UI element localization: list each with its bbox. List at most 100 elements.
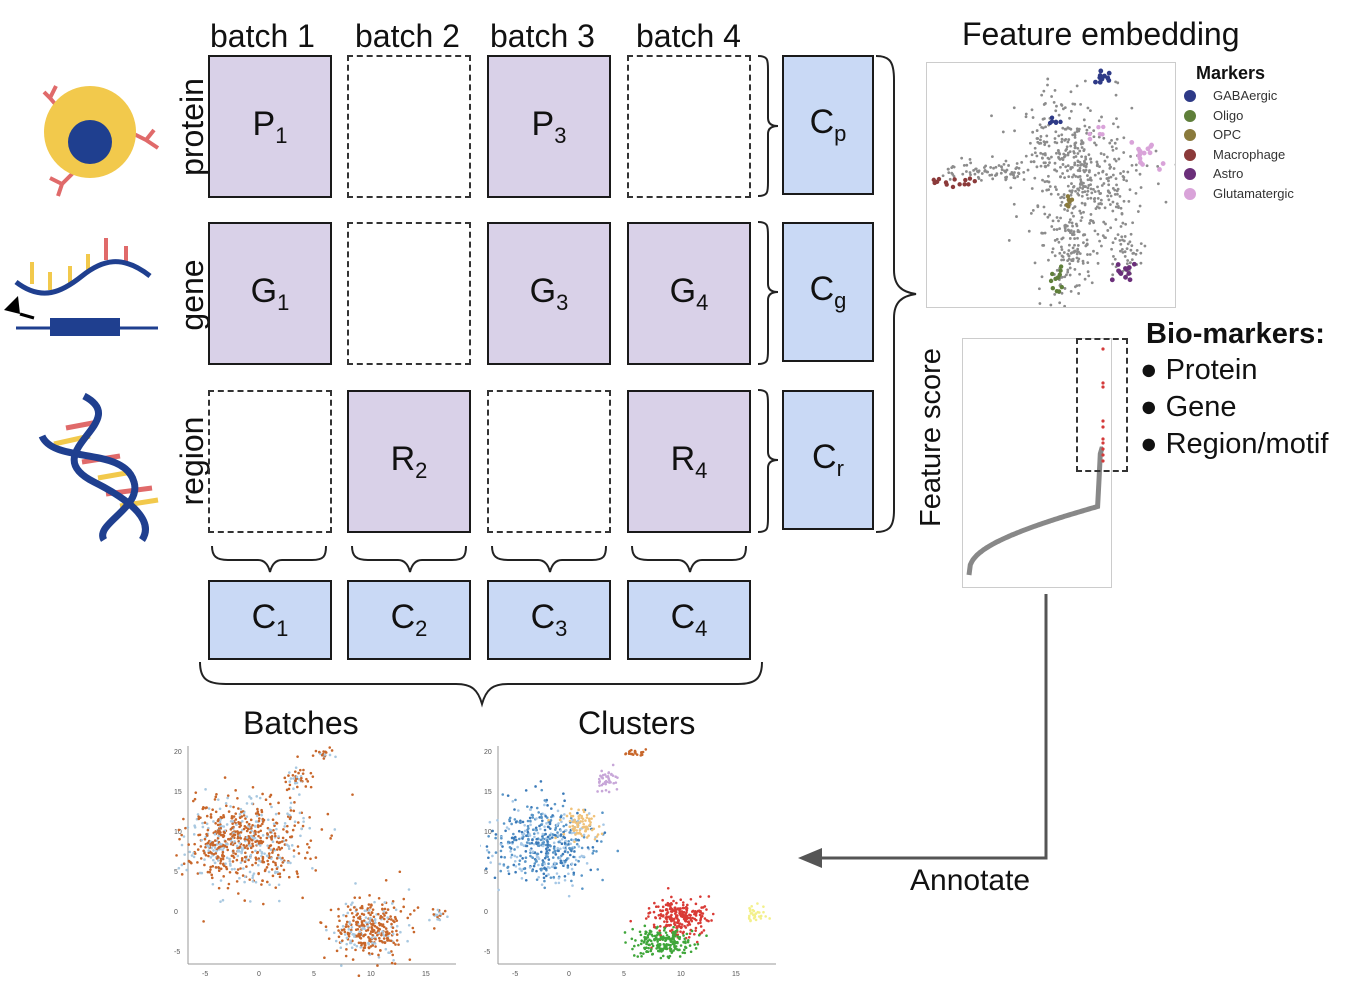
embedding-point [1038,123,1042,127]
embedding-point [992,166,995,170]
cluster-point [556,809,560,813]
batch-point [334,939,338,943]
embedding-point [1059,216,1062,220]
batch-point [287,774,290,777]
cluster-point [524,789,528,792]
cluster-point [579,820,582,823]
batch-point [393,920,396,924]
batch-point [335,949,339,953]
batch-point [266,826,270,830]
batch-point [216,836,220,840]
cluster-point [687,920,690,923]
embedding-point [1106,189,1110,193]
embedding-point [997,164,1001,167]
batch-point [209,813,213,816]
cluster-point [546,843,550,847]
embedding-point [1093,141,1096,145]
cluster-point [509,850,512,853]
embedding-point [1139,186,1143,189]
batch-point [252,872,256,875]
batch-point [344,902,348,906]
embedding-point [1046,163,1050,167]
batch-point [178,837,181,841]
embedding-point [1030,153,1034,157]
batch-point [395,933,399,936]
cluster-point [529,808,532,812]
embedding-point [1109,165,1113,169]
cluster-point [543,886,547,890]
batch-point [433,927,436,930]
embedding-point [1041,117,1045,121]
embedding-point [1054,130,1058,134]
batch-point [383,941,387,944]
batch-point [225,804,228,808]
embedding-point [1097,131,1103,137]
batch-point [300,776,303,780]
embedding-point [1048,278,1054,284]
embedding-point [1053,119,1059,125]
cluster-point [555,872,559,875]
batch-point [187,843,190,846]
embedding-point [1055,151,1058,155]
cluster-point [568,825,572,829]
embedding-point [1115,137,1119,141]
batch-point [301,772,305,775]
batch-point [282,868,286,872]
batch-point [217,869,221,872]
batch-point [366,925,370,928]
cluster-point [678,911,682,914]
batch-point [328,753,332,757]
cluster-point [699,919,702,922]
embedding-point [1066,268,1070,272]
batch-point [381,923,385,926]
embedding-point [991,177,995,181]
batch-point [349,903,353,906]
embedding-point [1069,289,1073,293]
embedding-point [1090,191,1094,195]
embedding-point [1132,251,1135,255]
batch-point [251,844,255,848]
cluster-point [672,909,675,912]
embedding-point [1098,239,1102,243]
embedding-point [1116,192,1119,196]
batch-point [276,853,280,857]
embedding-point [1058,152,1062,156]
embedding-point [1111,173,1115,177]
embedding-point [1092,249,1095,253]
embedding-point [1089,109,1092,113]
cluster-point [648,929,652,933]
batch-point [391,932,395,936]
batch-point [301,824,305,828]
cluster-point [669,929,672,933]
feature-score-plot [962,338,1112,588]
embedding-point [1109,277,1115,283]
embedding-point [980,172,984,175]
cluster-point [522,867,526,871]
embedding-point [1114,205,1118,209]
cluster-point [676,948,680,952]
cluster-point [544,832,547,836]
embedding-point [1064,137,1068,141]
cluster-point [518,867,522,871]
feature-score-line [966,446,1105,576]
cluster-point [647,907,651,910]
embedding-point [1097,189,1101,193]
batch-point [231,854,235,858]
cluster-point [580,814,584,818]
batch-point [236,868,240,871]
batch-point [198,833,202,837]
batch-point [363,909,367,913]
embedding-point [1043,161,1047,165]
cluster-point [562,830,565,834]
clusters-y-tick: 20 [484,749,492,756]
embedding-point [1085,128,1089,132]
embedding-point [1111,148,1115,152]
embedding-point [1160,161,1166,166]
cluster-point [577,815,580,818]
cluster-point [673,945,676,948]
batch-point [254,832,257,836]
embedding-point [1031,208,1035,212]
embedding-point [1055,169,1059,173]
cluster-point [535,837,539,841]
batch-point [441,912,445,916]
